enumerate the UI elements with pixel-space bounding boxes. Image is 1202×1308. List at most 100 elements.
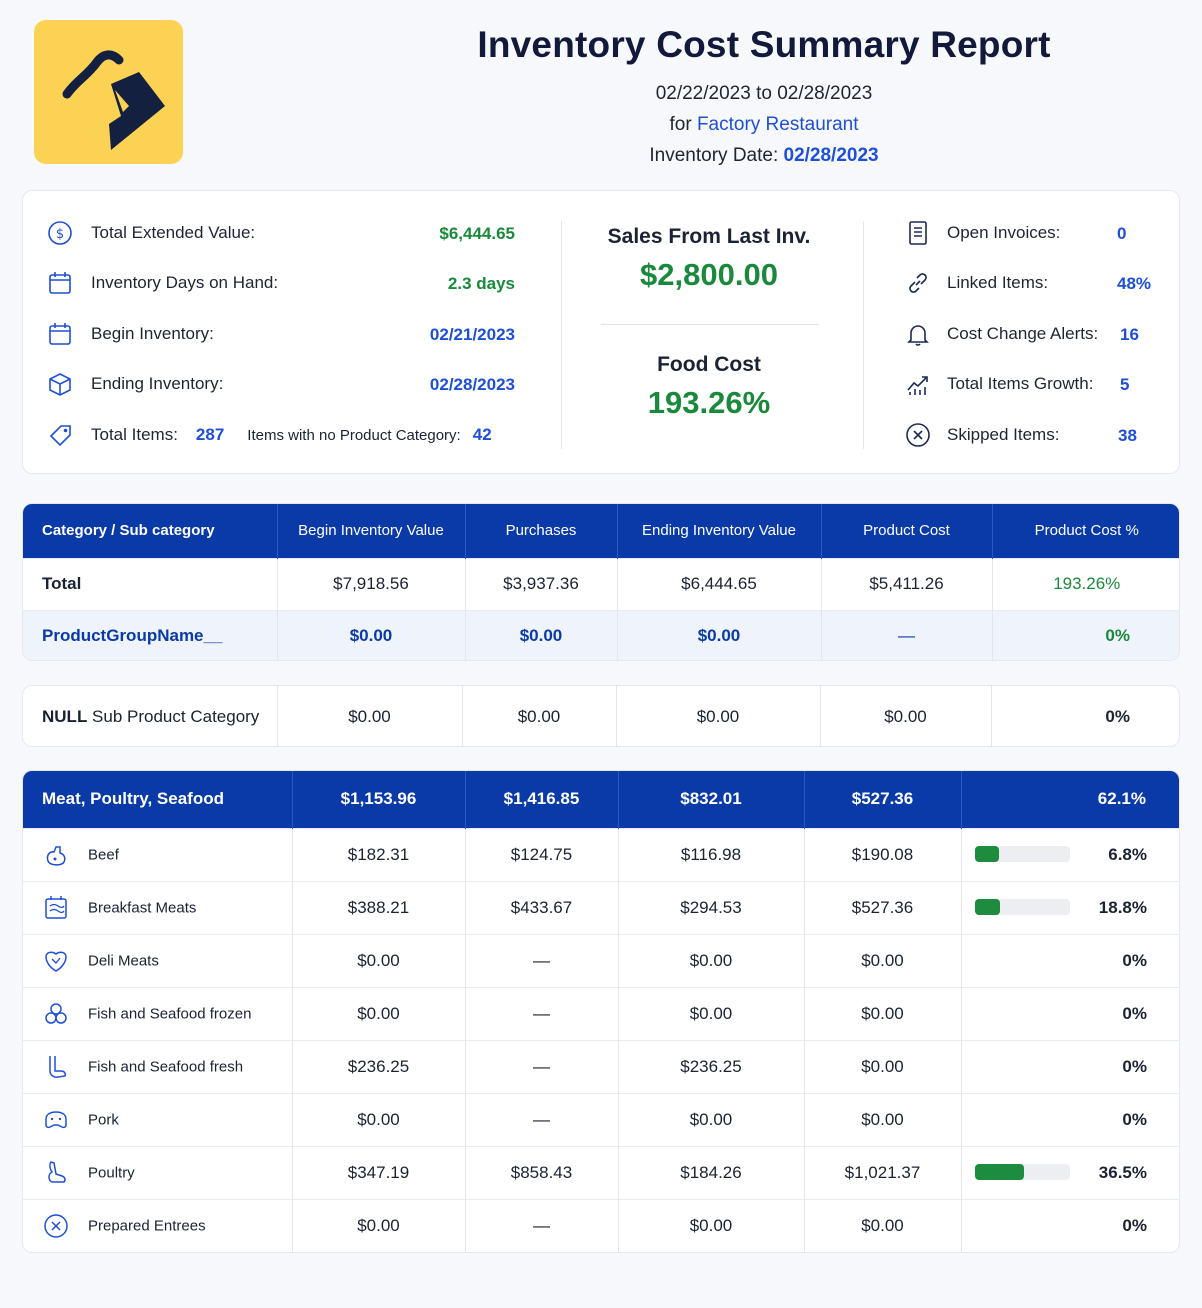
product-cost-cell: $0.00 [804,1092,962,1146]
product-group-link[interactable]: ProductGroupName__ [23,609,278,660]
document-icon [905,220,931,246]
purchases-cell: $858.43 [465,1145,619,1199]
product-cost-pct: 6.8% [1108,844,1147,864]
product-cost-pct-cell: 0% [961,1039,1179,1093]
ending-inventory-cell: $184.26 [618,1145,805,1199]
page-title: Inventory Cost Summary Report [477,24,1051,65]
subcategory-cell[interactable]: Deli Meats [23,933,293,987]
purchases-cell: — [465,1198,619,1252]
begin-inventory-cell: $347.19 [292,1145,466,1199]
table-cell: $0.00 [462,686,617,746]
meat-poultry-seafood-table: Meat, Poultry, Seafood $1,153.96 $1,416.… [22,770,1180,1253]
subcategory-name: Fish and Seafood frozen [88,1005,252,1022]
bell-icon [905,321,931,347]
total-extended-value-row: $ Total Extended Value: [47,220,255,246]
fish-fresh-icon [49,1055,66,1078]
sales-label: Sales From Last Inv. [607,225,811,248]
null-label-bold: NULL [42,706,88,726]
cost-bar [974,898,1070,915]
table-row[interactable]: Fish and Seafood frozen $0.00 — $0.00 $0… [23,986,1179,1040]
total-extended-value-label: Total Extended Value: [91,223,256,242]
begin-inventory-cell: $388.21 [292,880,466,934]
cost-change-value[interactable]: 16 [1120,325,1139,344]
calendar-icon [47,321,73,347]
table-cell: 0% [1105,706,1130,726]
days-on-hand-row: Inventory Days on Hand: [47,270,278,296]
linked-items-label: Linked Items: [947,273,1049,292]
subcategory-cell[interactable]: Prepared Entrees [23,1198,293,1252]
table-row[interactable]: Fish and Seafood fresh $236.25 — $236.25… [23,1039,1179,1093]
subcategory-cell[interactable]: Beef [23,827,293,881]
link-icon [905,270,931,296]
divider [863,221,864,449]
table-cell: $0.00 [277,609,466,660]
ending-inventory-cell: $0.00 [618,1092,805,1146]
no-category-label: Items with no Product Category: [247,426,461,444]
company-logo [34,20,183,164]
ending-inventory-cell: $0.00 [618,933,805,987]
column-header[interactable]: Category / Sub category [23,504,278,558]
subcategory-cell[interactable]: Breakfast Meats [23,880,293,934]
purchases-cell: — [465,1039,619,1093]
ending-inventory-cell: $116.98 [618,827,805,881]
product-group-row[interactable]: ProductGroupName__ $0.00 $0.00 $0.00 — 0… [23,609,1179,660]
report-header: Inventory Cost Summary Report 02/22/2023… [300,24,1112,171]
subcategory-cell[interactable]: Pork [23,1092,293,1146]
subcategory-name: Beef [88,846,119,863]
column-header[interactable]: Ending Inventory Value [617,504,822,558]
null-category-row[interactable]: NULL Sub Product Category $0.00 $0.00 $0… [23,686,1179,746]
table-row[interactable]: Prepared Entrees $0.00 — $0.00 $0.00 0% [23,1198,1179,1252]
table-row[interactable]: Deli Meats $0.00 — $0.00 $0.00 0% [23,933,1179,987]
subcategory-cell[interactable]: Fish and Seafood frozen [23,986,293,1040]
table-row[interactable]: Breakfast Meats $388.21 $433.67 $294.53 … [23,880,1179,934]
column-header[interactable]: Product Cost [821,504,993,558]
column-header[interactable]: Purchases [465,504,618,558]
table-row[interactable]: Beef $182.31 $124.75 $116.98 $190.08 6.8… [23,827,1179,881]
growth-value[interactable]: 5 [1120,375,1130,394]
restaurant-link[interactable]: Factory Restaurant [696,114,859,135]
svg-text:$: $ [56,227,64,242]
subcategory-cell[interactable]: Fish and Seafood fresh [23,1039,293,1093]
open-invoices-value[interactable]: 0 [1117,224,1127,243]
skipped-items-label: Skipped Items: [947,425,1060,444]
table-cell: Total [23,557,278,610]
linked-items-value[interactable]: 48% [1117,274,1152,293]
sales-block: Sales From Last Inv. $2,800.00 [559,225,859,293]
inventory-date-label: Inventory Date: [649,145,779,166]
category-total: 62.1% [961,771,1179,828]
product-cost-cell: $0.00 [804,933,962,987]
open-invoices-label: Open Invoices: [947,223,1061,242]
skipped-items-value[interactable]: 38 [1118,426,1137,445]
cost-bar [974,1163,1070,1180]
subcategory-name: Deli Meats [88,952,159,969]
category-header-row[interactable]: Meat, Poultry, Seafood $1,153.96 $1,416.… [23,771,1179,828]
total-items-label: Total Items: [91,425,178,444]
divider [561,221,562,449]
pork-icon [45,1110,67,1128]
column-header[interactable]: Begin Inventory Value [277,504,466,558]
ending-inventory-label: Ending Inventory: [91,374,224,393]
growth-chart-icon [905,371,931,397]
product-cost-pct-cell: 6.8% [961,827,1179,881]
table-row[interactable]: Poultry $347.19 $858.43 $184.26 $1,021.3… [23,1145,1179,1199]
cost-bar [974,845,1070,862]
table-cell: $6,444.65 [617,557,822,610]
category-name[interactable]: Meat, Poultry, Seafood [23,771,293,828]
open-invoices-row: Open Invoices: [905,220,1060,246]
begin-inventory-cell: $0.00 [292,1198,466,1252]
subcategory-cell[interactable]: Poultry [23,1145,293,1199]
table-cell: $0.00 [616,686,821,746]
null-category-table: NULL Sub Product Category $0.00 $0.00 $0… [22,685,1180,747]
table-row[interactable]: Pork $0.00 — $0.00 $0.00 0% [23,1092,1179,1146]
growth-row: Total Items Growth: [905,371,1093,397]
ending-inventory-cell: $0.00 [618,1198,805,1252]
category-total: $527.36 [804,771,962,828]
total-items-value: 287 [195,425,225,444]
column-header[interactable]: Product Cost % [992,504,1179,558]
poultry-icon [48,1160,66,1183]
no-category-value: 42 [472,425,492,444]
ending-inventory-cell: $236.25 [618,1039,805,1093]
product-cost-pct-cell: 0% [961,1092,1179,1146]
inventory-date-value: 02/28/2023 [783,145,879,166]
sales-value: $2,800.00 [640,257,778,292]
